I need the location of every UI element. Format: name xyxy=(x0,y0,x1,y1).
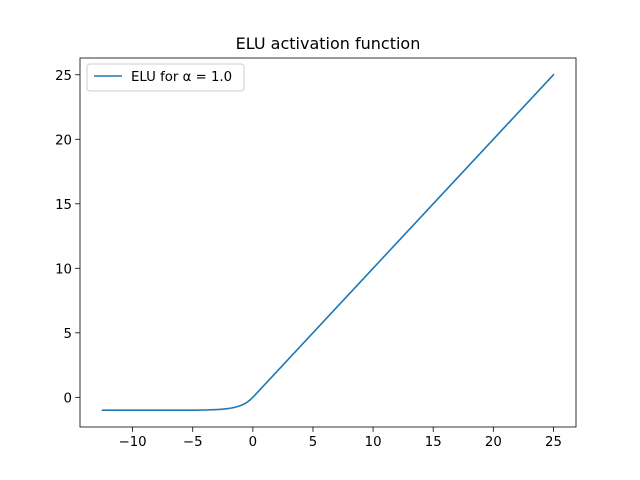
legend-label: ELU for α = 1.0 xyxy=(131,70,232,85)
axes-frame xyxy=(79,57,577,428)
y-tick-label: 10 xyxy=(55,262,72,277)
x-tick-label: 5 xyxy=(309,435,317,450)
y-tick-label: 20 xyxy=(55,133,72,148)
y-tick-label: 25 xyxy=(55,69,72,84)
x-tick-label: 0 xyxy=(249,435,257,450)
legend: ELU for α = 1.0 xyxy=(86,63,245,92)
legend-box xyxy=(86,63,245,92)
y-tick-label: 15 xyxy=(55,198,72,213)
x-tick-label: 20 xyxy=(485,435,502,450)
x-tick-label: −10 xyxy=(119,435,147,450)
x-tick-label: 25 xyxy=(545,435,562,450)
x-tick-label: 10 xyxy=(365,435,382,450)
series-line-elu xyxy=(101,73,555,412)
x-axis-ticks: −10 −5 0 5 10 15 20 25 xyxy=(119,427,562,450)
x-tick-label: −5 xyxy=(183,435,203,450)
y-tick-label: 5 xyxy=(64,327,72,342)
y-tick-label: 0 xyxy=(64,391,72,406)
series-layer xyxy=(101,73,555,412)
chart-title: ELU activation function xyxy=(236,34,421,53)
x-tick-label: 15 xyxy=(425,435,442,450)
y-axis-ticks: 0 5 10 15 20 25 xyxy=(55,69,80,406)
